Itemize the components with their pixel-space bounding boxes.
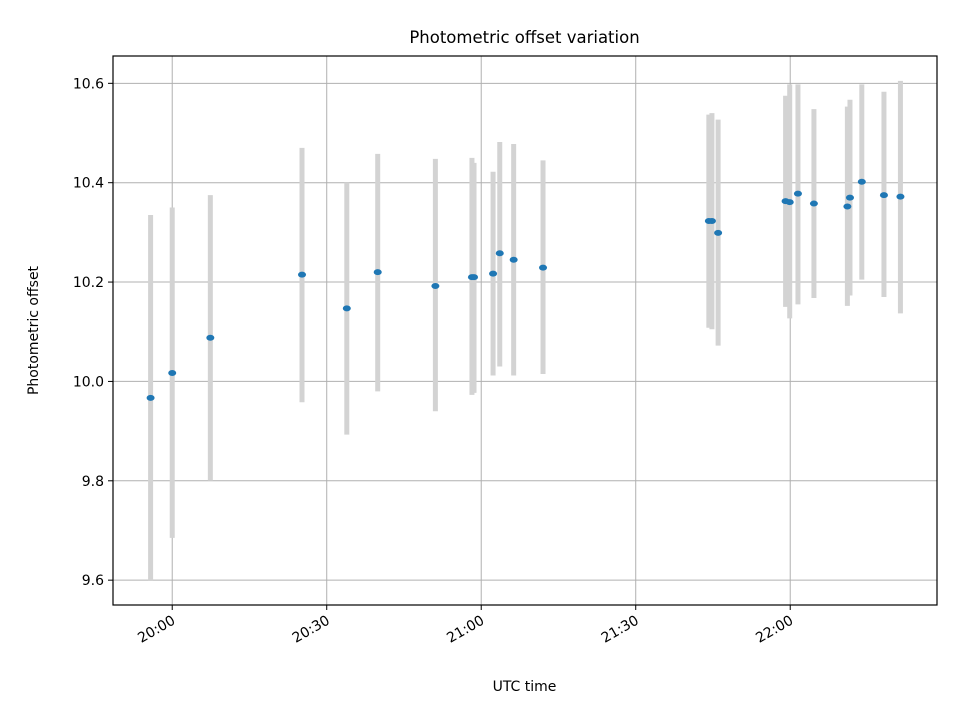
data-point	[298, 271, 307, 278]
data-point	[431, 283, 440, 290]
plot-area-frame	[112, 55, 938, 606]
x-axis-label: UTC time	[493, 679, 557, 695]
y-tick-label: 10.6	[73, 76, 104, 92]
data-point	[470, 274, 479, 281]
chart-title: Photometric offset variation	[409, 28, 639, 47]
data-point	[896, 193, 905, 200]
data-point	[793, 190, 802, 197]
y-axis-ticks: 9.6 9.8 10.0 10.2 10.4 10.6	[73, 76, 113, 589]
data-point	[714, 229, 723, 236]
data-point	[509, 256, 518, 263]
data-point	[168, 369, 177, 376]
data-point	[342, 305, 351, 312]
data-points	[146, 178, 905, 401]
data-point	[539, 264, 548, 271]
data-point	[146, 394, 155, 401]
y-axis-label: Photometric offset	[26, 265, 42, 395]
data-point	[785, 199, 794, 206]
data-point	[845, 194, 854, 201]
data-point	[857, 178, 866, 185]
y-tick-label: 10.4	[73, 176, 104, 192]
y-tick-label: 9.6	[82, 573, 104, 589]
data-point	[495, 250, 504, 257]
y-tick-label: 10.0	[73, 374, 104, 390]
data-point	[373, 269, 382, 276]
data-point	[809, 200, 818, 207]
data-point	[843, 203, 852, 210]
y-tick-label: 9.8	[82, 474, 104, 490]
data-point	[489, 270, 498, 277]
data-point	[707, 217, 716, 224]
data-point	[879, 192, 888, 199]
y-tick-label: 10.2	[73, 275, 104, 291]
data-point	[206, 334, 215, 341]
